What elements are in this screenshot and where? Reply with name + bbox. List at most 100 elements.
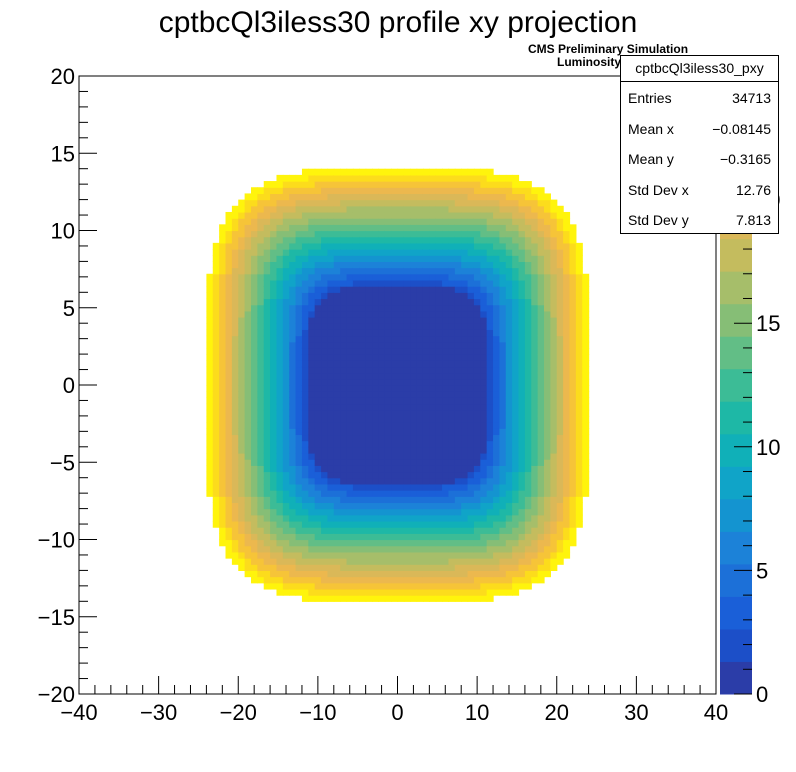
heatmap-cell — [531, 218, 539, 225]
heatmap-cell — [301, 187, 309, 195]
heatmap-cell — [454, 446, 462, 454]
heatmap-cell — [250, 415, 258, 423]
heatmap-cell — [582, 490, 590, 497]
heatmap-cell — [270, 347, 278, 355]
heatmap-cell — [429, 354, 437, 361]
heatmap-cell — [429, 576, 437, 584]
heatmap-cell — [295, 459, 303, 466]
heatmap-cell — [467, 354, 475, 361]
heatmap-cell — [448, 335, 456, 343]
heatmap-cell — [282, 502, 290, 510]
heatmap-cell — [556, 539, 564, 547]
heatmap-cell — [270, 279, 278, 287]
heatmap-cell — [512, 514, 520, 522]
heatmap-cell — [550, 514, 558, 522]
heatmap-cell — [365, 255, 373, 262]
heatmap-cell — [333, 520, 341, 528]
heatmap-cell — [276, 545, 284, 553]
heatmap-cell — [524, 193, 532, 201]
heatmap-cell — [563, 378, 571, 386]
heatmap-cell — [429, 490, 437, 497]
heatmap-cell — [257, 236, 265, 244]
heatmap-cell — [219, 230, 227, 238]
heatmap-cell — [365, 551, 373, 559]
x-axis: −40 −30 −20 −10 0 10 20 30 40 — [60, 676, 728, 725]
heatmap-cell — [321, 520, 329, 528]
heatmap-cell — [359, 354, 367, 361]
heatmap-cell — [352, 292, 360, 300]
heatmap-cell — [372, 255, 379, 262]
heatmap-cell — [467, 452, 475, 460]
heatmap-cell — [512, 205, 520, 213]
heatmap-cell — [524, 570, 532, 578]
heatmap-cell — [473, 403, 481, 411]
heatmap-cell — [442, 527, 450, 534]
heatmap-cell — [499, 520, 507, 528]
heatmap-cell — [480, 477, 488, 485]
heatmap-cell — [422, 298, 430, 306]
heatmap-cell — [231, 372, 239, 380]
heatmap-cell — [575, 323, 583, 330]
heatmap-cell — [301, 329, 309, 337]
heatmap-cell — [499, 249, 507, 256]
heatmap-cell — [321, 366, 329, 374]
heatmap-cell — [250, 211, 258, 219]
heatmap-cell — [461, 174, 469, 182]
heatmap-cell — [486, 459, 494, 466]
heatmap-cell — [314, 354, 322, 361]
heatmap-cell — [289, 588, 297, 596]
heatmap-cell — [499, 576, 507, 584]
heatmap-cell — [505, 193, 513, 201]
heatmap-cell — [544, 310, 551, 318]
heatmap-cell — [301, 298, 309, 306]
heatmap-cell — [231, 391, 239, 398]
heatmap-cell — [352, 187, 360, 195]
heatmap-cell — [486, 496, 494, 504]
heatmap-cell — [270, 335, 278, 343]
heatmap-cell — [442, 446, 450, 454]
heatmap-cell — [461, 496, 469, 504]
heatmap-cell — [512, 490, 520, 497]
heatmap-cell — [352, 409, 360, 417]
heatmap-cell — [563, 366, 571, 374]
heatmap-cell — [473, 168, 481, 176]
heatmap-cell — [493, 317, 501, 324]
heatmap-cell — [295, 502, 303, 510]
heatmap-cell — [435, 279, 443, 287]
heatmap-cell — [378, 347, 386, 355]
heatmap-cell — [556, 354, 564, 361]
heatmap-cell — [384, 428, 392, 436]
heatmap-cell — [365, 249, 373, 256]
heatmap-cell — [257, 465, 265, 473]
heatmap-cell — [282, 372, 290, 380]
heatmap-cell — [442, 415, 450, 423]
heatmap-cell — [321, 378, 329, 386]
heatmap-cell — [473, 595, 481, 602]
heatmap-cell — [518, 502, 526, 510]
heatmap-cell — [295, 385, 303, 392]
heatmap-cell — [473, 533, 481, 541]
heatmap-cell — [531, 514, 539, 522]
heatmap-cell — [563, 440, 571, 448]
heatmap-cell — [461, 236, 469, 244]
heatmap-cell — [473, 508, 481, 516]
heatmap-cell — [531, 434, 539, 442]
heatmap-cell — [270, 385, 278, 392]
heatmap-cell — [473, 286, 481, 293]
heatmap-cell — [321, 397, 329, 405]
heatmap-cell — [321, 440, 329, 448]
heatmap-cell — [410, 459, 418, 466]
heatmap-cell — [422, 273, 430, 281]
heatmap-cell — [378, 385, 386, 392]
heatmap-cell — [270, 508, 278, 516]
heatmap-cell — [340, 273, 348, 281]
heatmap-cell — [480, 391, 488, 398]
heatmap-cell — [531, 477, 539, 485]
heatmap-cell — [301, 508, 309, 516]
heatmap-cell — [448, 440, 456, 448]
heatmap-cell — [416, 218, 424, 225]
heatmap-cell — [250, 452, 258, 460]
heatmap-cell — [219, 415, 227, 423]
heatmap-cell — [263, 181, 271, 188]
heatmap-cell — [282, 205, 290, 213]
